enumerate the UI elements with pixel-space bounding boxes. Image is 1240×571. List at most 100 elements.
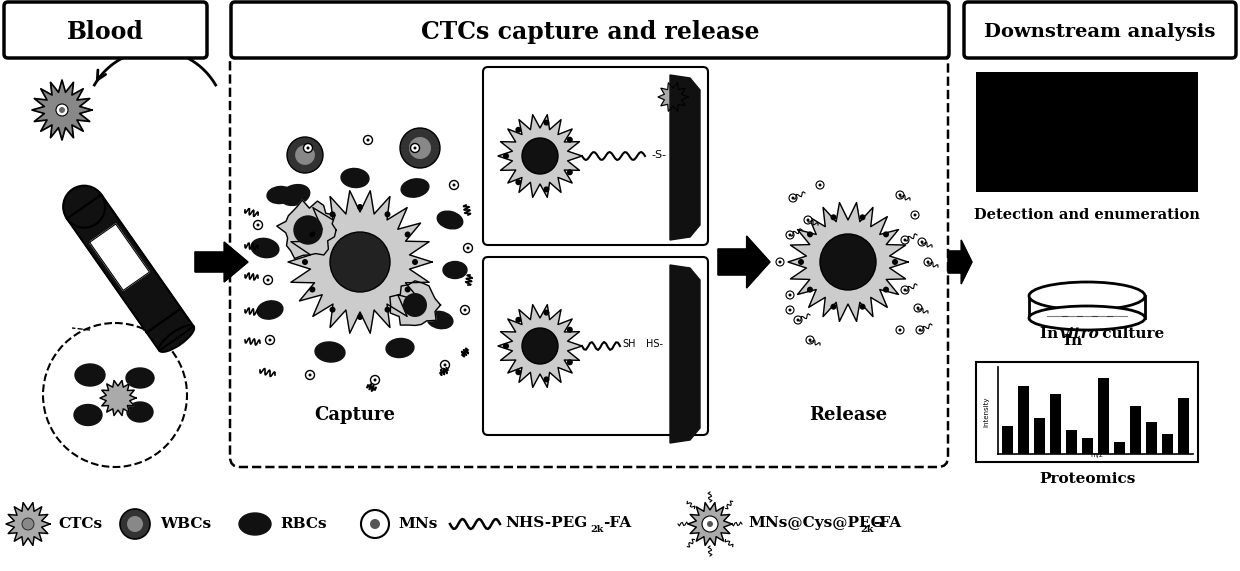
Circle shape	[789, 293, 791, 296]
Circle shape	[899, 194, 901, 196]
Circle shape	[859, 214, 866, 220]
Bar	[1066, 430, 1078, 454]
Circle shape	[904, 239, 906, 242]
Text: MNs@Cys@PEG: MNs@Cys@PEG	[748, 516, 884, 530]
Circle shape	[43, 323, 187, 467]
Circle shape	[818, 183, 821, 187]
Circle shape	[295, 145, 315, 165]
Polygon shape	[195, 242, 248, 282]
Polygon shape	[32, 80, 92, 140]
Polygon shape	[89, 224, 150, 291]
Circle shape	[804, 216, 812, 224]
Circle shape	[904, 288, 906, 292]
Ellipse shape	[267, 187, 293, 203]
Circle shape	[543, 119, 549, 126]
Polygon shape	[6, 502, 50, 545]
Ellipse shape	[401, 179, 429, 197]
Circle shape	[466, 247, 470, 250]
Circle shape	[831, 304, 837, 309]
Text: Proteomics: Proteomics	[1039, 472, 1135, 486]
Circle shape	[786, 306, 794, 314]
Bar	[1034, 418, 1045, 454]
Circle shape	[883, 287, 889, 292]
Circle shape	[401, 128, 440, 168]
Circle shape	[357, 314, 363, 320]
Circle shape	[796, 319, 800, 321]
Circle shape	[449, 180, 459, 190]
Circle shape	[63, 186, 105, 228]
Text: NHS-PEG: NHS-PEG	[505, 516, 588, 530]
Ellipse shape	[443, 262, 467, 279]
Circle shape	[794, 316, 802, 324]
Circle shape	[357, 204, 363, 210]
Ellipse shape	[386, 339, 414, 357]
Text: -FA: -FA	[873, 516, 901, 530]
Ellipse shape	[252, 238, 279, 258]
Circle shape	[257, 223, 259, 227]
Circle shape	[807, 231, 813, 238]
Circle shape	[522, 328, 558, 364]
Circle shape	[897, 326, 904, 334]
Circle shape	[901, 236, 909, 244]
Text: Capture: Capture	[315, 406, 396, 424]
Text: HS-: HS-	[646, 339, 663, 349]
FancyBboxPatch shape	[484, 257, 708, 435]
Circle shape	[786, 231, 794, 239]
Bar	[1114, 442, 1126, 454]
Ellipse shape	[126, 402, 153, 422]
Circle shape	[371, 376, 379, 384]
Circle shape	[309, 231, 315, 238]
FancyBboxPatch shape	[484, 67, 708, 245]
Circle shape	[899, 328, 901, 332]
Circle shape	[789, 234, 791, 236]
Polygon shape	[670, 75, 701, 240]
Circle shape	[522, 138, 558, 174]
Circle shape	[799, 259, 804, 265]
Ellipse shape	[280, 184, 310, 206]
Bar	[1050, 394, 1061, 454]
Circle shape	[453, 183, 455, 187]
Circle shape	[786, 291, 794, 299]
Text: Downstream analysis: Downstream analysis	[985, 23, 1215, 41]
Ellipse shape	[1029, 282, 1145, 310]
Circle shape	[403, 293, 427, 317]
Circle shape	[779, 260, 781, 263]
Polygon shape	[288, 191, 432, 333]
Polygon shape	[146, 308, 193, 351]
Polygon shape	[389, 281, 440, 325]
Circle shape	[911, 211, 919, 219]
Circle shape	[120, 509, 150, 539]
Circle shape	[914, 304, 923, 312]
Bar	[1130, 406, 1142, 454]
Circle shape	[808, 339, 811, 341]
Polygon shape	[498, 115, 582, 198]
Circle shape	[464, 243, 472, 252]
FancyBboxPatch shape	[963, 2, 1236, 58]
Text: Release: Release	[808, 406, 887, 424]
Circle shape	[361, 510, 389, 538]
Circle shape	[330, 232, 391, 292]
Text: RBCs: RBCs	[280, 517, 326, 531]
Circle shape	[543, 309, 549, 316]
Circle shape	[567, 359, 573, 365]
Circle shape	[384, 211, 391, 218]
Circle shape	[384, 307, 391, 313]
Text: m/z: m/z	[1091, 452, 1104, 458]
Circle shape	[306, 147, 310, 150]
Circle shape	[412, 259, 418, 265]
Circle shape	[543, 376, 549, 383]
Circle shape	[22, 518, 33, 530]
Circle shape	[516, 317, 521, 323]
Ellipse shape	[257, 301, 283, 319]
Ellipse shape	[239, 513, 272, 535]
Bar	[976, 362, 1198, 462]
Circle shape	[370, 519, 379, 529]
Circle shape	[503, 153, 508, 159]
Circle shape	[916, 307, 920, 309]
Circle shape	[914, 214, 916, 216]
Text: Blood: Blood	[67, 20, 144, 44]
Circle shape	[926, 260, 930, 263]
FancyBboxPatch shape	[231, 2, 949, 58]
Circle shape	[305, 371, 315, 380]
Text: 2k: 2k	[861, 525, 873, 533]
